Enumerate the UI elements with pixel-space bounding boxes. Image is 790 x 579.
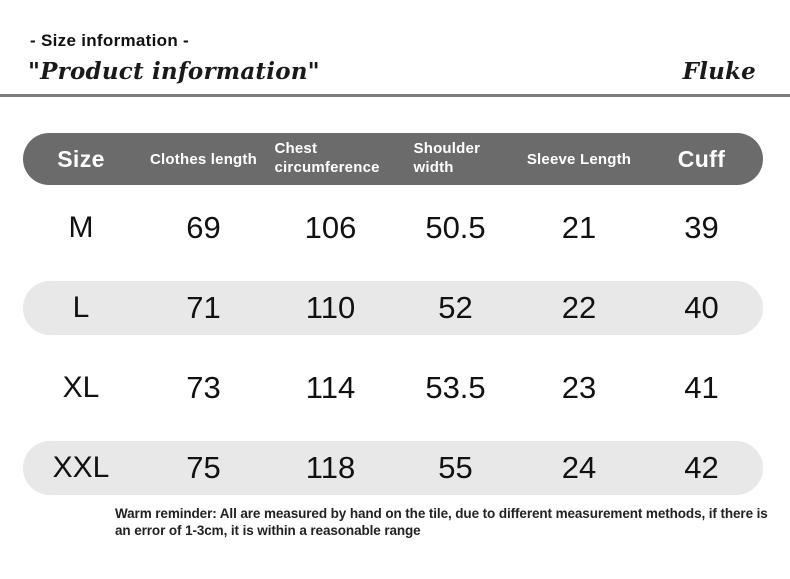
table-cell: 21: [561, 210, 597, 245]
table-cell: 24: [561, 450, 597, 485]
column-header-chest-circumference: Chest circumference: [268, 140, 393, 178]
size-label: L: [72, 291, 90, 324]
size-label: XXL: [52, 451, 110, 484]
table-cell: 73: [186, 370, 221, 405]
size-label: M: [68, 211, 94, 244]
table-cell: 110: [305, 290, 356, 325]
table-cell: 52: [438, 290, 473, 325]
table-cell: 50.5: [425, 210, 486, 245]
table-cell: 39: [684, 210, 719, 245]
table-cell: 22: [561, 290, 597, 325]
column-header-clothes-length: Clothes length: [150, 150, 257, 168]
table-cell: 114: [305, 370, 356, 405]
table-cell: 55: [438, 450, 473, 485]
column-header-chest-circumference-label: Chest circumference: [274, 140, 380, 176]
product-info-heading: "Product information": [28, 58, 320, 85]
table-row-xl: XL 73 114 53.5 23 41: [23, 361, 763, 415]
table-cell: 42: [684, 450, 719, 485]
table-cell: 53.5: [425, 370, 486, 405]
table-row-l: L 71 110 52 22 40: [23, 281, 763, 335]
table-cell: 41: [684, 370, 719, 405]
table-cell: 118: [305, 450, 356, 485]
table-row-xxl: XXL 75 118 55 24 42: [23, 441, 763, 495]
size-chart-page: - Size information - "Product informatio…: [0, 31, 790, 540]
table-row-m: M 69 106 50.5 21 39: [23, 201, 763, 255]
column-header-size: Size: [57, 145, 105, 172]
title-row: "Product information" Fluke: [28, 58, 756, 85]
column-header-sleeve-length: Sleeve Length: [526, 150, 632, 168]
table-cell: 40: [684, 290, 719, 325]
size-info-heading: - Size information -: [30, 31, 189, 50]
divider: [0, 94, 790, 97]
table-cell: 69: [186, 210, 221, 245]
column-header-shoulder-width-label: Shoulder width: [413, 140, 481, 176]
table-cell: 23: [561, 370, 597, 405]
table-header-row: Size Clothes length Chest circumference …: [23, 133, 763, 185]
table-cell: 106: [304, 210, 357, 245]
warm-reminder-note: Warm reminder: All are measured by hand …: [115, 506, 768, 539]
table-cell: 71: [186, 290, 221, 325]
size-label: XL: [62, 371, 100, 404]
table-cell: 75: [186, 450, 221, 485]
brand-name: Fluke: [682, 58, 756, 85]
column-header-shoulder-width: Shoulder width: [393, 140, 518, 178]
column-header-cuff: Cuff: [677, 145, 726, 172]
size-table: Size Clothes length Chest circumference …: [23, 133, 763, 495]
